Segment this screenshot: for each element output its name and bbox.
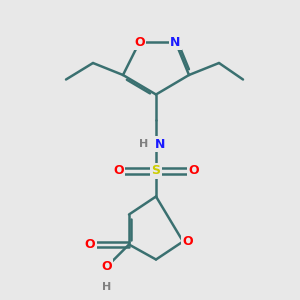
Text: O: O	[182, 235, 193, 248]
Text: N: N	[170, 35, 181, 49]
Text: O: O	[113, 164, 124, 178]
Text: S: S	[152, 164, 160, 178]
Text: O: O	[188, 164, 199, 178]
Text: O: O	[101, 260, 112, 274]
Text: H: H	[139, 139, 148, 149]
Text: O: O	[134, 35, 145, 49]
Text: H: H	[102, 281, 111, 292]
Text: N: N	[154, 137, 165, 151]
Text: O: O	[85, 238, 95, 251]
